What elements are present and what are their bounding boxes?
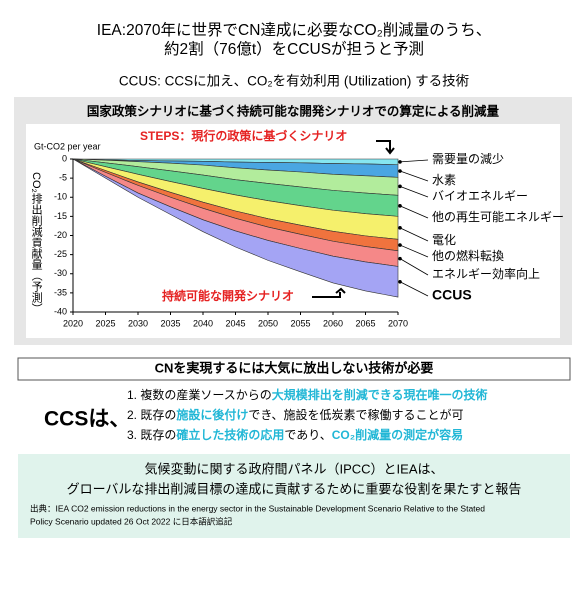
annotation: STEPS：現行の政策に基づくシナリオ xyxy=(140,128,347,143)
x-tick-label: 2040 xyxy=(193,318,213,328)
x-tick-label: 2065 xyxy=(355,318,375,328)
y-tick-label: -25 xyxy=(54,249,67,259)
y-tick-label: -5 xyxy=(59,173,67,183)
ccs-item: 1. 複数の産業ソースからの大規模排出を削減できる現在唯一の技術 xyxy=(127,387,488,402)
legend-label: エネルギー効率向上 xyxy=(432,266,540,281)
title: IEA:2070年に世界でCN達成に必要なCO₂削減量のうち、 xyxy=(97,21,491,39)
title: 約2割（76億t）をCCUSが担うと予測 xyxy=(164,40,424,58)
legend-dot xyxy=(398,160,402,164)
arrow xyxy=(312,287,346,298)
legend-leader xyxy=(399,185,429,198)
footer-box xyxy=(18,454,570,538)
ccs-item: 2. 既存の施設に後付けでき、施設を低炭素で稼働することが可 xyxy=(127,407,464,422)
x-tick-label: 2050 xyxy=(258,318,278,328)
footer-line: グローバルな排出削減目標の達成に貢献するために重要な役割を果たすと報告 xyxy=(67,481,522,496)
x-tick-label: 2070 xyxy=(388,318,408,328)
item-text: であり、 xyxy=(284,428,331,442)
banner-box xyxy=(17,357,571,381)
legend-label: 需要量の減少 xyxy=(432,151,504,166)
legend-leader xyxy=(399,281,429,297)
x-tick-label: 2055 xyxy=(290,318,310,328)
legend-leader xyxy=(399,170,429,182)
highlight: CO₂削減量の測定が容易 xyxy=(332,427,463,442)
y-unit: Gt-CO2 per year xyxy=(34,141,101,151)
legend-leader xyxy=(399,159,429,163)
legend-leader xyxy=(399,258,429,276)
legend-dot xyxy=(398,279,402,284)
legend-label: 他の再生可能エネルギー xyxy=(432,210,564,224)
y-tick-label: -40 xyxy=(54,306,67,316)
legend-label: 他の燃料転換 xyxy=(432,248,504,263)
y-tick-label: -15 xyxy=(54,211,67,221)
footer-line: 気候変動に関する政府間パネル（IPCC）とIEAは、 xyxy=(144,461,443,476)
ccs-item: 3. 既存の確立した技術の応用であり、CO₂削減量の測定が容易 xyxy=(127,427,463,442)
item-text: 1. 複数の産業ソースからの xyxy=(127,387,272,402)
x-tick-label: 2020 xyxy=(63,318,83,328)
legend-label: CCUS xyxy=(432,287,472,303)
annotation: 持続可能な開発シナリオ xyxy=(162,288,294,303)
legend-dot xyxy=(398,184,402,189)
chart-title: 国家政策シナリオに基づく持続可能な開発シナリオでの算定による削減量 xyxy=(87,103,500,118)
legend-leader xyxy=(399,205,429,219)
x-tick-label: 2035 xyxy=(160,318,180,328)
subtitle: CCUS: CCSに加え、CO₂を有効利用 (Utilization) する技術 xyxy=(119,74,469,89)
legend-leader xyxy=(399,227,429,242)
x-tick-label: 2025 xyxy=(95,318,115,328)
x-tick-label: 2030 xyxy=(128,318,148,328)
x-tick-label: 2060 xyxy=(323,318,343,328)
item-text: 3. 既存の xyxy=(127,428,176,442)
y-tick-label: -35 xyxy=(54,287,67,297)
legend-dot xyxy=(398,204,402,208)
y-axis-label: CO₂排出削減貢献量（予測） xyxy=(30,172,43,314)
y-tick-label: 0 xyxy=(62,153,67,163)
legend-leader xyxy=(399,244,429,258)
legend-dot xyxy=(398,243,402,247)
y-tick-label: -10 xyxy=(54,192,67,202)
legend-dot xyxy=(398,226,402,230)
legend-dot xyxy=(398,169,402,173)
legend-label: 電化 xyxy=(432,233,456,247)
ccs-lead: CCSは、 xyxy=(44,408,130,431)
legend-label: 水素 xyxy=(432,173,456,187)
y-tick-label: -20 xyxy=(54,230,67,240)
source: 出典：IEA CO2 emission reductions in the en… xyxy=(30,503,485,513)
arrow xyxy=(376,140,395,155)
banner: CNを実現するには大気に放出しない技術が必要 xyxy=(155,360,434,375)
item-text: でき、施設を低炭素で稼働することが可 xyxy=(248,407,463,422)
x-tick-label: 2045 xyxy=(225,318,245,328)
item-text: 2. 既存の xyxy=(127,408,176,422)
area xyxy=(72,158,399,298)
source: Policy Scenario updated 26 Oct 2022 に日本語… xyxy=(30,516,233,526)
highlight: 大規模排出を削減できる現在唯一の技術 xyxy=(272,387,488,402)
legend-dot xyxy=(398,256,402,261)
y-tick-label: -30 xyxy=(54,268,67,278)
legend-label: バイオエネルギー xyxy=(432,189,528,203)
highlight: 確立した技術の応用 xyxy=(176,427,284,442)
highlight: 施設に後付け xyxy=(176,407,248,422)
